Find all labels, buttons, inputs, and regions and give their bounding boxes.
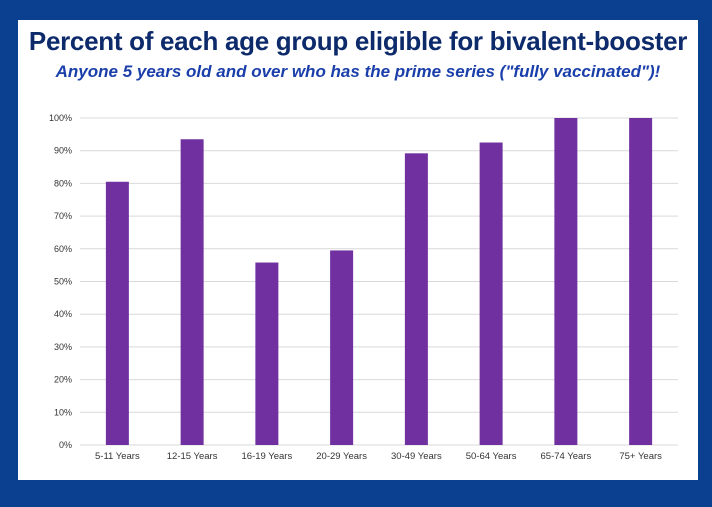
x-category-label: 5-11 Years — [95, 451, 140, 462]
y-tick-label: 90% — [54, 146, 72, 156]
bar-20-29-years — [330, 250, 354, 445]
chart-title: Percent of each age group eligible for b… — [28, 26, 688, 56]
x-category-label: 50-64 Years — [466, 451, 517, 462]
bar-5-11-years — [105, 181, 129, 445]
y-tick-label: 60% — [54, 244, 72, 254]
x-category-label: 75+ Years — [619, 451, 662, 462]
y-tick-label: 100% — [49, 113, 72, 123]
x-category-label: 20-29 Years — [316, 451, 367, 462]
y-tick-label: 10% — [54, 407, 72, 417]
y-tick-label: 70% — [54, 211, 72, 221]
chart-panel: Percent of each age group eligible for b… — [18, 20, 698, 480]
y-tick-label: 80% — [54, 178, 72, 188]
chart-subtitle: Anyone 5 years old and over who has the … — [55, 62, 661, 81]
y-tick-label: 0% — [59, 440, 72, 450]
bars — [105, 118, 653, 446]
bar-65-74-years — [554, 118, 578, 445]
y-tick-label: 50% — [54, 277, 72, 287]
bar-16-19-years — [255, 262, 279, 445]
y-tick-label: 30% — [54, 342, 72, 352]
x-category-label: 12-15 Years — [167, 451, 218, 462]
x-category-label: 16-19 Years — [242, 451, 293, 462]
bar-30-49-years — [404, 153, 428, 446]
y-tick-label: 40% — [54, 309, 72, 319]
y-axis-ticks: 0% 10% 20% 30% 40% 50% 60% 70% 80% 90% 100% — [49, 113, 72, 450]
x-category-label: 30-49 Years — [391, 451, 442, 462]
x-category-label: 65-74 Years — [541, 451, 592, 462]
bar-50-64-years — [479, 142, 503, 445]
bar-chart: 0% 10% 20% 30% 40% 50% 60% 70% 80% 90% 100% 5-11 Y… — [49, 113, 678, 462]
gridlines — [80, 117, 678, 446]
x-axis-categories: 5-11 Years 12-15 Years 16-19 Years 20-29 Ye… — [95, 451, 662, 462]
bar-75-years — [629, 118, 653, 445]
y-tick-label: 20% — [54, 375, 72, 385]
bar-12-15-years — [180, 139, 204, 445]
